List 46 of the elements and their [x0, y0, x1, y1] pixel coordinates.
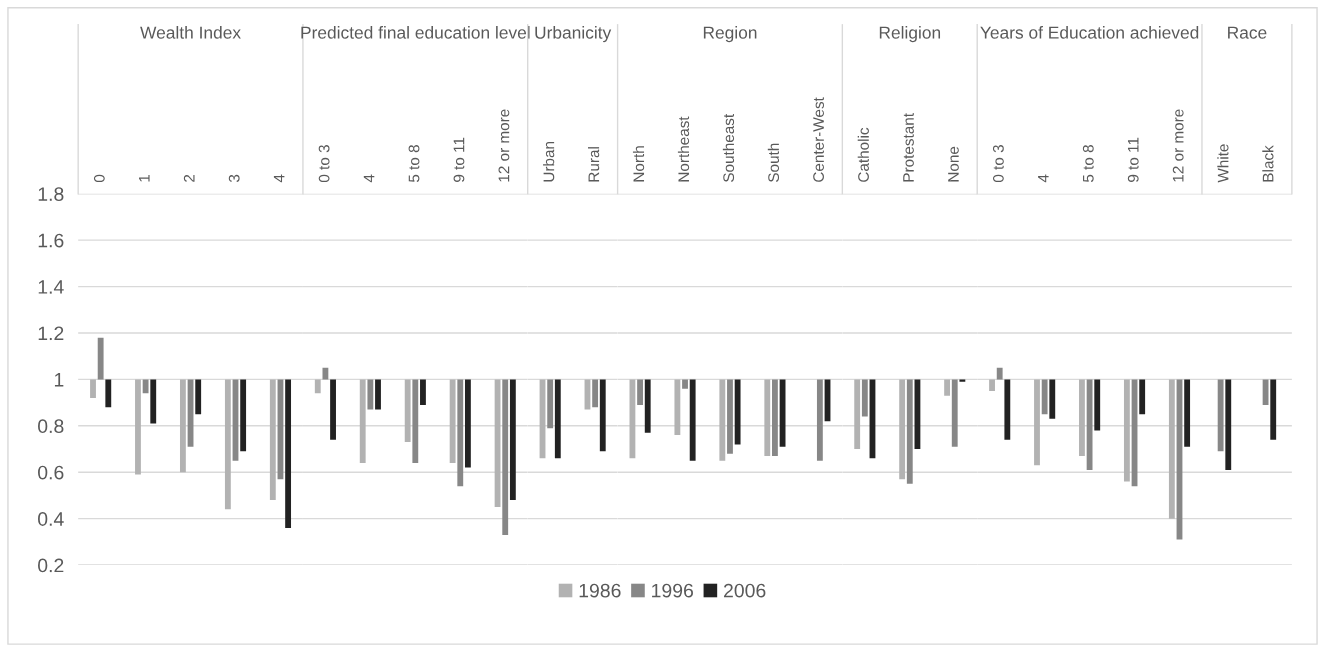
- y-tick-label: 1.2: [38, 326, 64, 341]
- chart-title: Urbanicity: [535, 26, 612, 43]
- y-tick-label: 1.8: [38, 187, 64, 201]
- x-tick-label: 2: [183, 174, 195, 182]
- x-tick-label: 5 to 8: [408, 145, 420, 183]
- y-tick-label: 1.4: [38, 280, 64, 294]
- x-tick-label: Rural: [588, 147, 600, 182]
- y-tick-label: 0.4: [38, 512, 64, 526]
- y-tick-label: 1: [54, 373, 64, 387]
- x-tick-label: 4: [1038, 174, 1049, 183]
- x-tick-label: Southeast: [722, 113, 735, 182]
- legend-label: 1986: [579, 583, 621, 598]
- x-tick-label: 3: [228, 174, 240, 183]
- x-tick-label: 12 or more: [1172, 109, 1184, 182]
- x-tick-label: Urban: [543, 142, 555, 182]
- x-tick-label: 9 to 11: [1127, 137, 1139, 182]
- x-tick-label: North: [632, 146, 645, 182]
- x-tick-label: 0 to 3: [992, 145, 1004, 183]
- x-tick-label: 5 to 8: [1082, 145, 1094, 183]
- chart-title: Years of Education achieved: [980, 26, 1199, 39]
- y-tick-label: 0.8: [38, 419, 64, 434]
- x-tick-label: Protestant: [903, 113, 914, 182]
- y-tick-label: 0.2: [38, 558, 64, 573]
- x-tick-label: White: [1217, 144, 1229, 183]
- chart-title: Region: [703, 26, 757, 43]
- x-tick-label: Center-West: [813, 97, 824, 182]
- x-tick-label: None: [948, 146, 959, 182]
- x-tick-label: South: [767, 143, 780, 182]
- legend-label: 2006: [723, 583, 766, 598]
- legend-label: 1996: [652, 583, 693, 598]
- x-tick-label: 4: [363, 174, 375, 183]
- x-tick-label: Catholic: [857, 127, 869, 182]
- chart-title: Predicted final education level: [301, 26, 530, 39]
- x-tick-label: 9 to 11: [453, 137, 465, 182]
- x-tick-label: 0: [93, 174, 105, 183]
- x-tick-label: Black: [1262, 145, 1274, 182]
- chart-title: Wealth Index: [140, 26, 241, 39]
- y-tick-label: 1.6: [38, 233, 64, 248]
- x-tick-label: 12 or more: [498, 109, 510, 182]
- x-tick-label: 1: [139, 174, 150, 182]
- x-tick-label: 0 to 3: [318, 145, 330, 183]
- x-tick-label: Northeast: [677, 116, 690, 182]
- x-tick-label: 4: [273, 174, 285, 183]
- chart-title: Race: [1228, 26, 1267, 39]
- chart-title: Religion: [879, 26, 941, 43]
- y-tick-label: 0.6: [38, 465, 64, 480]
